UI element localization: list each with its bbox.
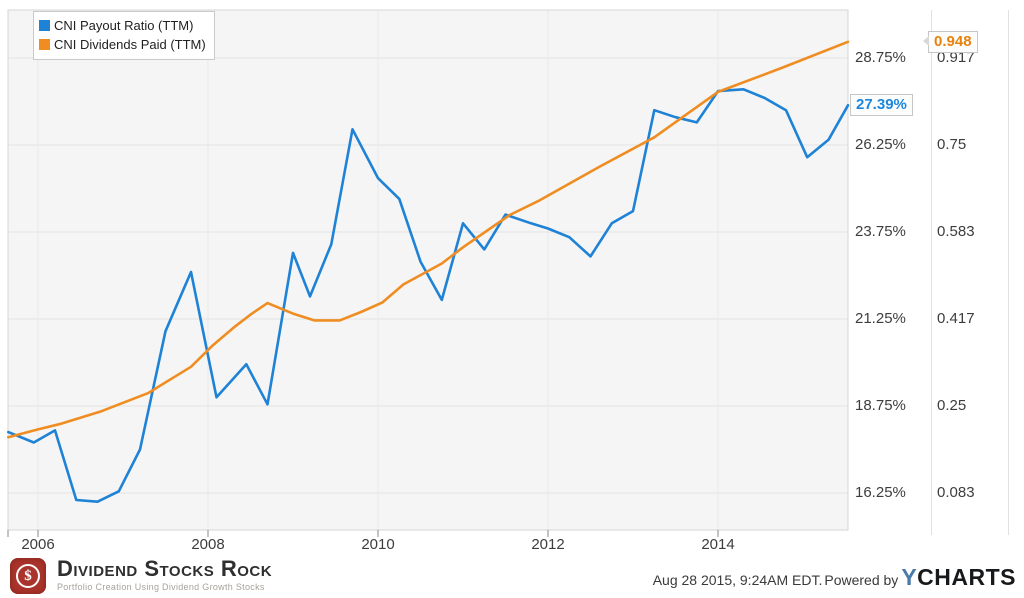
powered-by-label: Powered by	[824, 572, 899, 588]
y-axis-label-dividends-paid: 0.417	[937, 309, 975, 327]
legend-item: CNI Payout Ratio (TTM)	[39, 16, 206, 35]
x-axis-label: 2010	[361, 536, 395, 553]
x-axis-label: 2006	[21, 536, 55, 553]
legend-swatch	[39, 39, 50, 50]
legend-label: CNI Dividends Paid (TTM)	[54, 37, 206, 52]
legend-swatch	[39, 20, 50, 31]
y-axis-label-payout-ratio-percent: 28.75%	[855, 49, 906, 66]
gridlines	[8, 10, 848, 530]
y-axis-label-dividends-paid: 0.583	[937, 223, 975, 241]
y-axis-label-payout-ratio-percent: 16.25%	[855, 484, 906, 501]
axis-column-separator	[931, 10, 932, 535]
brand-name: Dividend Stocks Rock	[57, 556, 273, 581]
current-value-badge-percent: 27.39%	[850, 94, 913, 117]
chart-canvas	[7, 9, 850, 537]
brand-tagline: Portfolio Creation Using Dividend Growth…	[57, 582, 265, 592]
axis-column-separator	[1008, 10, 1009, 535]
legend-item: CNI Dividends Paid (TTM)	[39, 35, 206, 54]
y-axis-label-dividends-paid: 0.75	[937, 136, 967, 154]
x-axis-label: 2014	[701, 536, 735, 553]
timestamp: Aug 28 2015, 9:24AM EDT.	[652, 572, 823, 588]
x-axis-label: 2008	[191, 536, 225, 553]
footer: $ Dividend Stocks Rock Portfolio Creatio…	[0, 556, 1024, 598]
axis-ticks	[7, 530, 719, 537]
y-axis-label-payout-ratio-percent: 18.75%	[855, 397, 906, 414]
attribution: Aug 28 2015, 9:24AM EDT. Powered by YCHA…	[653, 564, 1016, 591]
ycharts-logo: YCHARTS	[901, 564, 1016, 591]
current-value-badge-dividends: 0.948	[923, 30, 978, 53]
dividend-stocks-rock-logo: $	[10, 558, 46, 594]
y-axis-label-dividends-paid: 0.917	[937, 49, 975, 66]
series-line-percent	[7, 88, 850, 504]
legend-label: CNI Payout Ratio (TTM)	[54, 18, 194, 33]
series-line-dividends	[7, 40, 850, 439]
plot-border	[7, 9, 849, 531]
series-lines	[7, 40, 850, 504]
y-axis-label-payout-ratio-percent: 23.75%	[855, 223, 906, 240]
y-axis-label-dividends-paid: 0.083	[937, 484, 975, 501]
chart-legend: CNI Payout Ratio (TTM) CNI Dividends Paid…	[33, 11, 215, 60]
dollar-icon: $	[16, 564, 40, 588]
ycharts-logo-charts: CHARTS	[917, 564, 1016, 590]
y-axis-label-payout-ratio-percent: 21.25%	[855, 310, 906, 327]
x-axis-label: 2012	[531, 536, 565, 553]
badge-notch	[923, 35, 929, 46]
ycharts-logo-y: Y	[901, 564, 918, 590]
y-axis-label-dividends-paid: 0.25	[937, 396, 967, 414]
brand-block: Dividend Stocks Rock Portfolio Creation …	[57, 556, 273, 593]
y-axis-label-payout-ratio-percent: 26.25%	[855, 136, 906, 153]
